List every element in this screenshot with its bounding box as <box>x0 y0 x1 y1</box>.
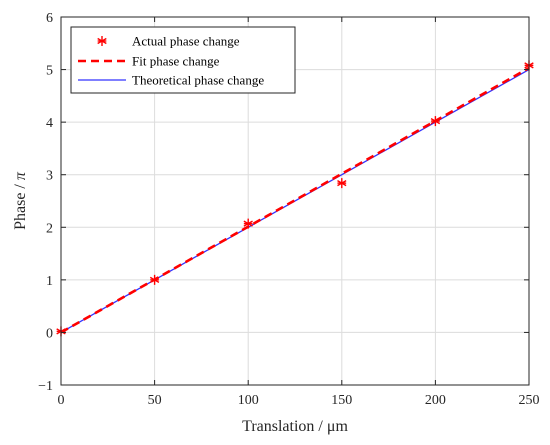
axis-ticks <box>60 16 530 386</box>
plot-frame <box>60 16 530 386</box>
legend: Actual phase change Fit phase change Theor… <box>70 26 296 94</box>
legend-label: Theoretical phase change <box>132 73 264 88</box>
legend-label: Actual phase change <box>132 34 240 49</box>
x-axis-label: Translation / μm <box>242 418 348 435</box>
data-point-marker <box>430 116 441 127</box>
y-tick-label: 3 <box>46 169 53 184</box>
x-tick-labels: 0 50 100 150 200 250 <box>58 393 540 408</box>
x-tick-label: 200 <box>425 393 446 408</box>
y-axis-label: Phase / π <box>12 171 29 230</box>
y-axis-label-symbol: π <box>12 171 29 180</box>
data-point-marker <box>243 218 253 229</box>
x-tick-label: 150 <box>331 393 352 408</box>
x-tick-label: 100 <box>238 393 259 408</box>
x-tick-label: 250 <box>519 393 540 408</box>
x-tick-label: 0 <box>58 393 65 408</box>
y-tick-label: −1 <box>38 379 53 394</box>
y-tick-label: 4 <box>46 116 53 131</box>
x-tick-label: 50 <box>148 393 162 408</box>
fit-line <box>60 66 530 334</box>
legend-marker-actual <box>97 36 107 46</box>
y-tick-label: 2 <box>46 221 53 236</box>
y-tick-labels: −1 0 1 2 3 4 5 6 <box>38 11 53 394</box>
y-axis-label-text: Phase / <box>12 180 29 230</box>
data-point-marker <box>337 178 347 189</box>
y-tick-label: 0 <box>46 326 53 341</box>
y-tick-label: 5 <box>46 64 53 79</box>
y-tick-label: 6 <box>46 11 53 26</box>
series-layer <box>60 66 530 334</box>
legend-label: Fit phase change <box>132 54 220 69</box>
data-point-marker <box>149 274 160 285</box>
y-tick-label: 1 <box>46 274 53 289</box>
